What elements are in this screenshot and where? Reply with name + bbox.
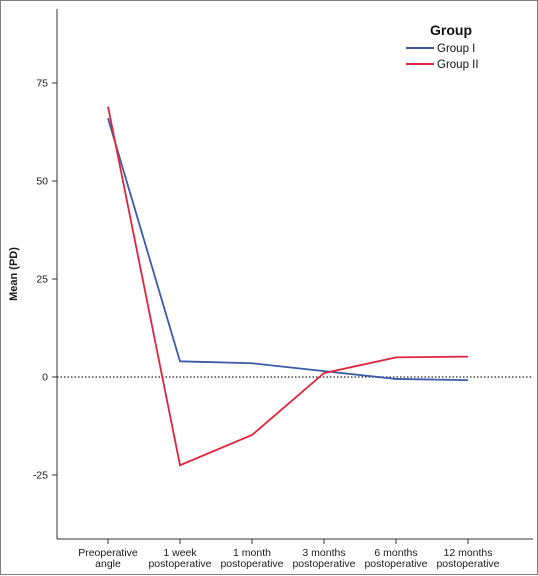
y-tick-label: 0	[42, 372, 48, 384]
y-tick-label: 25	[36, 274, 48, 286]
legend-title: Group	[430, 22, 472, 38]
x-tick-label: 3 months postoperative	[292, 547, 355, 570]
legend: Group Group I Group II	[406, 22, 479, 71]
x-tick-label: 6 months postoperative	[364, 547, 427, 570]
y-axis: -25 0 25 50 75	[33, 9, 58, 539]
legend-label-group-2: Group II	[437, 59, 479, 71]
x-tick-label: 1 month postoperative	[220, 547, 283, 570]
x-tick-label: 1 week postoperative	[148, 547, 211, 570]
x-tick-label: 12 months postoperative	[436, 547, 499, 570]
x-tick-label: Preoperative angle	[78, 547, 138, 570]
y-tick-label: 50	[36, 176, 48, 188]
legend-label-group-1: Group I	[437, 43, 475, 55]
y-axis-label: Mean (PD)	[8, 247, 20, 301]
x-axis: Preoperative angle 1 week postoperative 1 mo…	[57, 538, 533, 570]
series-group	[107, 106, 469, 467]
series-line-group-1	[107, 118, 469, 382]
y-tick-label: 75	[36, 78, 48, 90]
series-line-group-2	[107, 106, 469, 467]
y-tick-label: -25	[33, 470, 48, 482]
